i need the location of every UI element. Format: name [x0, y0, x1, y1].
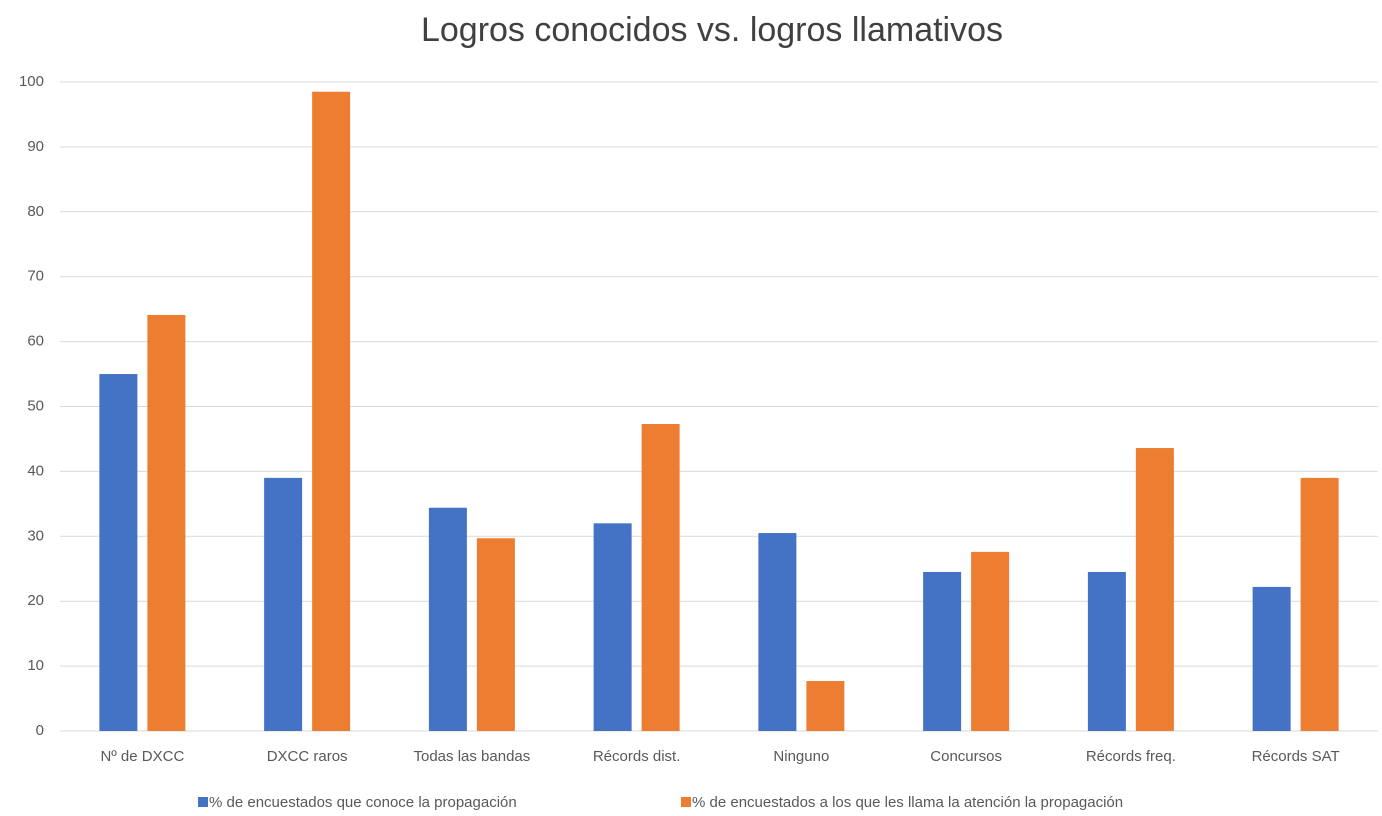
- x-tick-label: Todas las bandas: [414, 748, 531, 765]
- legend-swatch: [198, 797, 208, 807]
- bar: [641, 424, 680, 731]
- bar: [1135, 448, 1174, 731]
- bar: [99, 374, 138, 731]
- y-tick-label: 70: [27, 268, 44, 285]
- chart-title: Logros conocidos vs. logros llamativos: [421, 11, 1003, 49]
- bar: [147, 314, 186, 731]
- y-tick-label: 20: [27, 592, 44, 609]
- y-tick-label: 80: [27, 203, 44, 220]
- y-tick-label: 50: [27, 397, 44, 414]
- x-tick-label: Ninguno: [773, 748, 829, 765]
- legend-label: % de encuestados que conoce la propagaci…: [209, 794, 517, 811]
- bar: [428, 507, 467, 731]
- bar: [1300, 477, 1339, 731]
- x-tick-label: DXCC raros: [267, 748, 348, 765]
- x-tick-label: Récords freq.: [1086, 748, 1176, 765]
- y-tick-label: 30: [27, 527, 44, 544]
- bar: [971, 551, 1010, 731]
- x-tick-label: Nº de DXCC: [100, 748, 184, 765]
- bar: [923, 571, 962, 731]
- y-tick-label: 0: [36, 722, 44, 739]
- legend-swatch: [681, 797, 691, 807]
- bar: [593, 523, 632, 731]
- bar: [806, 681, 845, 731]
- legend-label: % de encuestados a los que les llama la …: [692, 794, 1123, 811]
- y-tick-label: 40: [27, 462, 44, 479]
- y-tick-label: 60: [27, 333, 44, 350]
- y-tick-label: 90: [27, 138, 44, 155]
- x-tick-label: Concursos: [930, 748, 1002, 765]
- bar: [264, 477, 303, 731]
- x-tick-label: Récords dist.: [593, 748, 681, 765]
- y-tick-label: 100: [19, 73, 44, 90]
- bar: [1087, 571, 1126, 731]
- x-tick-label: Récords SAT: [1252, 748, 1340, 765]
- bar: [1252, 586, 1291, 731]
- y-tick-label: 10: [27, 657, 44, 674]
- bar: [476, 538, 515, 731]
- bar: [758, 533, 797, 731]
- bar: [312, 91, 351, 732]
